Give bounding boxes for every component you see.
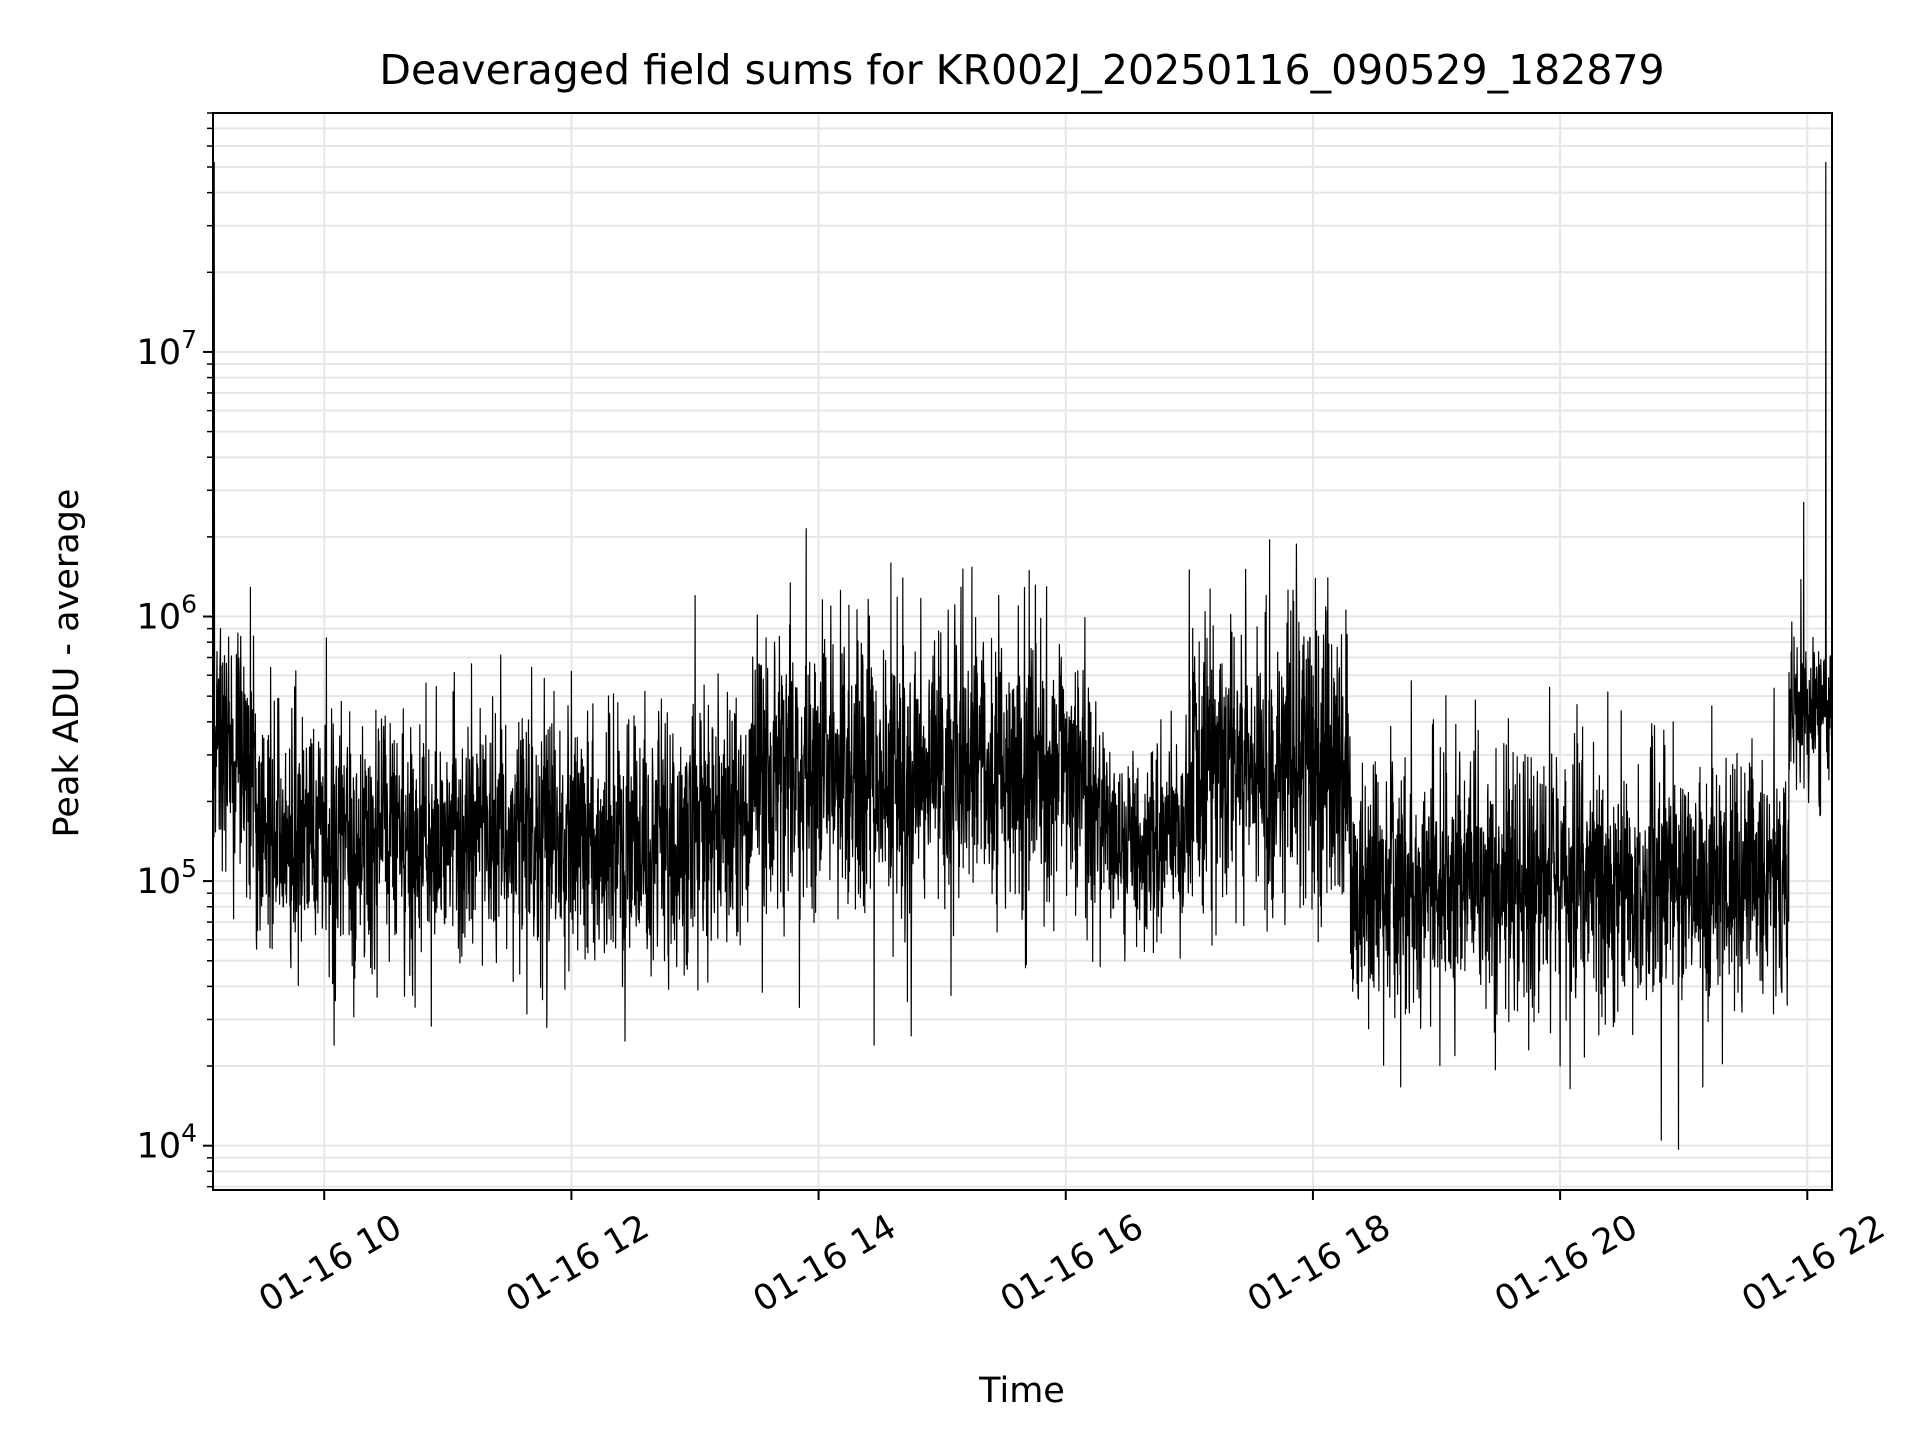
data-series [212,161,1833,1150]
series-line [212,161,1833,1150]
x-axis-label: Time [978,1371,1065,1411]
y-tick-label: 107 [137,325,197,373]
y-tick-label: 105 [137,854,197,902]
plot-frame [212,112,1833,1191]
chart-title: Deaveraged field sums for KR002J_2025011… [379,46,1664,94]
y-tick-label: 104 [137,1119,197,1167]
y-axis: 104 105 106 107 [137,112,213,1188]
y-axis-label: Peak ADU - average [47,489,87,838]
y-tick-label: 106 [137,590,197,638]
